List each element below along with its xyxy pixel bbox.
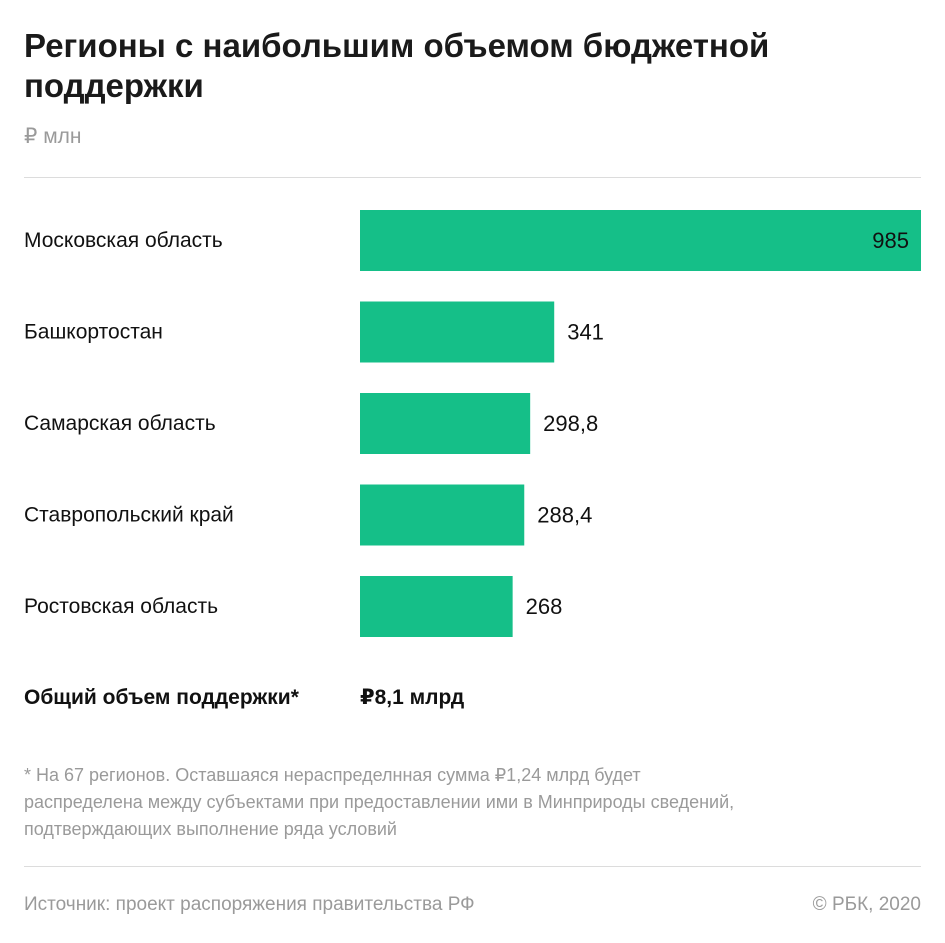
chart-unit-subtitle: ₽ млн — [24, 125, 82, 148]
bar-value-label: 268 — [526, 594, 563, 619]
footnote-line: * На 67 регионов. Оставшаяся нераспредел… — [24, 765, 641, 785]
category-label: Ставропольский край — [24, 504, 234, 527]
bar — [360, 210, 921, 271]
bar-chart: Московская область 985 Башкортостан 341 Сама… — [24, 210, 921, 637]
copyright: © РБК, 2020 — [812, 894, 921, 915]
footnote-line: подтверждающих выполнение ряда условий — [24, 819, 397, 839]
category-label: Московская область — [24, 229, 223, 252]
bar-value-label: 341 — [567, 320, 604, 345]
bar-value-label: 298,8 — [543, 411, 598, 436]
bar — [360, 576, 513, 637]
total-support-value: ₽8,1 млрд — [360, 686, 465, 709]
source-note: Источник: проект распоряжения правительс… — [24, 894, 475, 915]
total-support-label: Общий объем поддержки* — [24, 686, 299, 709]
bar — [360, 301, 555, 363]
category-label: Самарская область — [24, 412, 216, 435]
bottom-divider — [24, 866, 921, 867]
bar-value-label: 985 — [872, 228, 909, 253]
category-label: Ростовская область — [24, 595, 218, 618]
footnote-line: распределена между субъектами при предос… — [24, 792, 735, 812]
category-label: Башкортостан — [24, 321, 163, 344]
footnote: * На 67 регионов. Оставшаяся нераспредел… — [24, 762, 924, 843]
chart-title: Регионы с наибольшим объемом бюджетной п… — [24, 27, 770, 104]
bar — [360, 393, 531, 454]
bar — [360, 484, 525, 546]
bar-value-label: 288,4 — [537, 503, 592, 528]
top-divider — [24, 177, 921, 178]
